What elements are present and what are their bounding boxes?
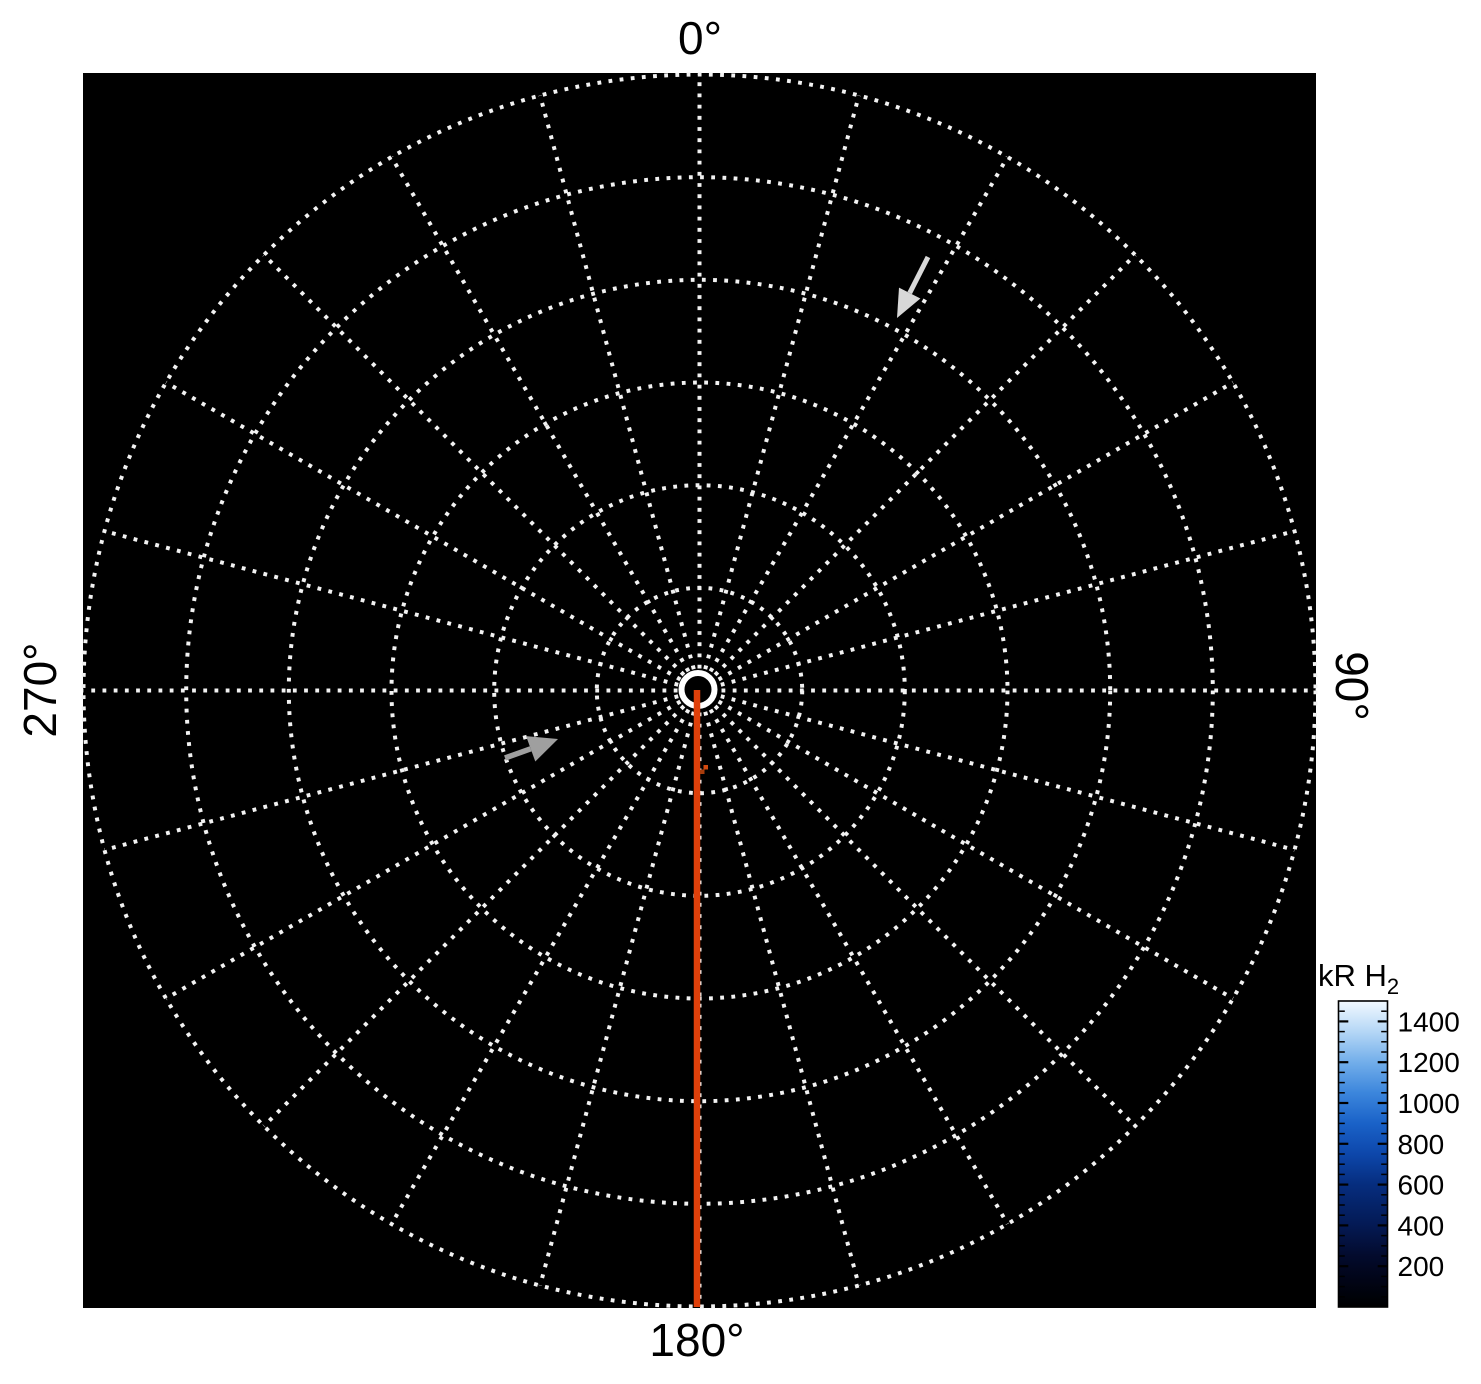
colorbar-tick-label: 400: [1398, 1210, 1445, 1241]
colorbar: 1400 1200 1000 800 600 400 200 kR H2: [1318, 958, 1460, 1308]
data-speck: [700, 769, 705, 774]
colorbar-title: kR H2: [1318, 958, 1399, 999]
angle-label-180: 180°: [649, 1314, 744, 1366]
grid-ray: [262, 704, 686, 1128]
colorbar-tick-label: 1200: [1398, 1047, 1460, 1078]
grid-ray: [389, 708, 691, 1226]
angle-label-90: 90°: [1326, 651, 1378, 721]
grid-ray: [717, 699, 1235, 1001]
grid-ray: [389, 155, 691, 673]
upper-right-arrow: [897, 255, 931, 318]
grid-ray: [103, 529, 679, 687]
colorbar-tick-label: 800: [1398, 1129, 1445, 1160]
colorbar-ticks: [1339, 1010, 1387, 1298]
grid-ray: [720, 529, 1296, 687]
grid-ray: [538, 94, 696, 670]
grid-ray: [708, 708, 1010, 1226]
grid-ray: [703, 711, 861, 1287]
colorbar-tick-label: 1000: [1398, 1088, 1460, 1119]
grid-ray: [262, 253, 686, 677]
angle-label-270: 270°: [14, 642, 66, 737]
grid-ring: [492, 483, 907, 898]
colorbar-tick-label: 200: [1398, 1251, 1445, 1282]
annotation-arrows: [504, 255, 931, 762]
arrow-shaft: [504, 746, 532, 761]
left-arrow: [504, 736, 558, 762]
grid-ray: [713, 253, 1137, 677]
data-speck: [703, 765, 708, 770]
grid-ring: [184, 175, 1215, 1206]
colorbar-tick-label: 1400: [1398, 1006, 1460, 1037]
grid-ray: [164, 699, 682, 1001]
data-specks: [700, 765, 708, 774]
colorbar-gradient: [1337, 1000, 1389, 1308]
grid-ray: [103, 694, 679, 852]
arrow-shaft: [907, 255, 931, 295]
colorbar-tick-labels: 1400 1200 1000 800 600 400 200: [1398, 1006, 1460, 1282]
colorbar-title-subscript: 2: [1387, 974, 1399, 999]
grid-ray: [703, 94, 861, 670]
grid-ray: [708, 155, 1010, 673]
grid-ray: [713, 704, 1137, 1128]
grid-ray: [538, 711, 696, 1287]
grid-ring: [286, 277, 1113, 1104]
colorbar-tick-label: 600: [1398, 1170, 1445, 1201]
angle-label-0: 0°: [678, 12, 722, 64]
colorbar-title-main: kR H: [1318, 958, 1387, 993]
grid-ray: [720, 694, 1296, 852]
grid-ray: [164, 380, 682, 682]
arrow-head: [897, 287, 921, 318]
grid-ray: [717, 380, 1235, 682]
arrow-head: [526, 736, 558, 762]
